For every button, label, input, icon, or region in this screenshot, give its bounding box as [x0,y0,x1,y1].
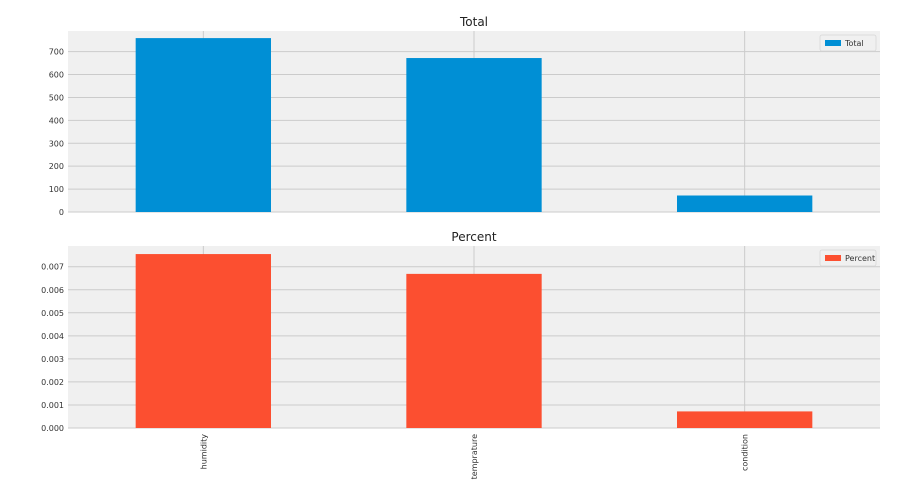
bar-humidity [135,38,271,212]
chart-title: Percent [451,230,496,244]
chart-panel-1: 0 100 200 300 400 500 600 700 Total Total [49,15,880,217]
bar-condition [677,195,813,212]
y-tick-label: 0 [59,208,64,217]
chart-title: Total [459,15,488,29]
y-tick-label: 0.002 [41,378,64,387]
bar-temprature [406,58,542,212]
legend-frame [819,34,877,52]
y-tick-label: 300 [49,139,64,148]
y-tick-label: 100 [49,185,64,194]
y-tick-label: 500 [49,93,64,102]
x-tick-label: humidity [199,434,208,470]
y-tick-label: 200 [49,162,64,171]
y-tick-label: 700 [49,48,64,57]
y-tick-label: 0.007 [41,263,64,272]
bar-humidity [135,254,271,428]
bar-temprature [406,273,542,428]
chart-panel-2: 0.000 0.001 0.002 0.003 0.004 0.005 0.006 0.007… [41,230,880,479]
y-tick-label: 0.000 [41,424,64,433]
bar-condition [677,411,813,428]
y-tick-label: 0.003 [41,355,64,364]
y-tick-label: 0.004 [41,332,64,341]
x-tick-label: condition [741,434,750,471]
legend: Percent [819,249,877,267]
y-tick-label: 0.006 [41,286,64,295]
y-tick-label: 400 [49,116,64,125]
legend-swatch [825,255,841,261]
legend-frame [819,249,877,267]
legend-swatch [825,40,841,46]
y-tick-label: 0.005 [41,309,64,318]
legend: Total [819,34,877,52]
legend-label: Percent [845,254,875,263]
y-tick-label: 600 [49,71,64,80]
legend-label: Total [844,39,864,48]
x-tick-label: temprature [470,434,479,479]
y-tick-label: 0.001 [41,401,64,410]
